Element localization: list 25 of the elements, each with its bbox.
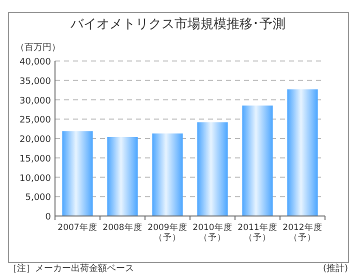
x-tick-label: 2011年度（予）	[238, 222, 278, 243]
chart-title: バイオメトリクス市場規模推移･予測	[70, 17, 286, 32]
text: (推計)	[322, 263, 348, 274]
x-tick-label: 2010年度（予）	[192, 222, 232, 243]
x-tick-label: 2009年度（予）	[148, 222, 188, 243]
bar	[197, 122, 228, 216]
y-tick-label: 15,000	[20, 154, 52, 164]
bar	[287, 89, 318, 216]
x-tick-label: 2012年度（予）	[282, 222, 322, 243]
y-tick-label: 25,000	[20, 116, 52, 126]
bar	[152, 133, 183, 216]
y-tick-label: 35,000	[20, 76, 52, 87]
bar	[62, 131, 93, 216]
bar	[242, 106, 273, 216]
y-axis-title: （百万円）	[16, 43, 60, 53]
y-tick-label: 20,000	[20, 135, 52, 145]
x-tick-label: 2008年度	[102, 222, 142, 233]
y-tick-label: 5,000	[25, 193, 52, 204]
y-tick-label: 10,000	[20, 174, 52, 184]
y-tick-label: 40,000	[20, 58, 52, 68]
y-tick-label: 0	[45, 212, 52, 222]
text: ［注］メーカー出荷金額ベース	[8, 263, 134, 274]
y-tick-label: 30,000	[20, 96, 52, 106]
bar	[107, 136, 138, 216]
x-tick-label: 2007年度	[58, 222, 98, 233]
